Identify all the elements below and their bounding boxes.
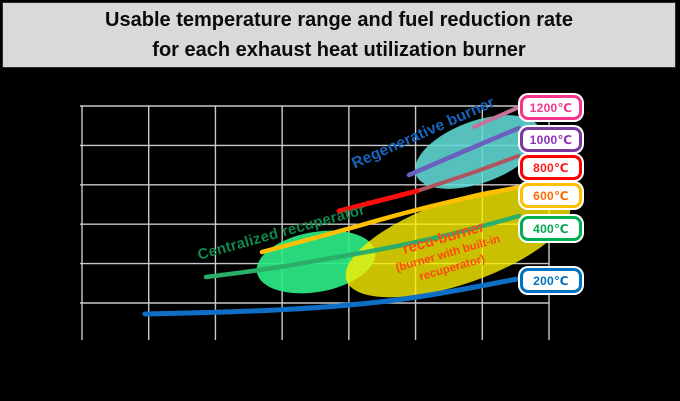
temp-line-600C-line xyxy=(259,184,523,255)
chart-title: Usable temperature range and fuel reduct… xyxy=(2,2,676,68)
chart-title-line1: Usable temperature range and fuel reduct… xyxy=(105,9,573,31)
temp-line-1200C-line xyxy=(472,106,519,129)
chart-title-line2: for each exhaust heat utilization burner xyxy=(152,39,526,61)
temp-badge-600C: 600℃ xyxy=(520,183,582,208)
temp-badge-800C: 800℃ xyxy=(520,155,582,180)
temp-badge-1200C: 1200℃ xyxy=(520,95,582,120)
temp-line-1000C-line xyxy=(406,125,522,178)
temp-badge-200C: 200℃ xyxy=(520,268,582,293)
region-recu-burner-region xyxy=(345,186,571,298)
temp-line-800C-line-over-region xyxy=(415,154,520,193)
temp-line-200C-line xyxy=(142,276,520,317)
temp-line-800C-line xyxy=(336,188,420,214)
temp-line-400C-line xyxy=(203,213,522,280)
temp-badge-1000C: 1000℃ xyxy=(520,127,582,152)
temp-badge-400C: 400℃ xyxy=(520,216,582,241)
